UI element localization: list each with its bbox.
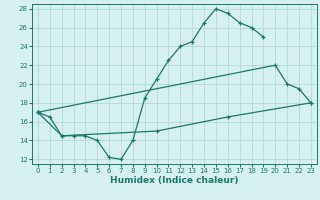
X-axis label: Humidex (Indice chaleur): Humidex (Indice chaleur) [110, 176, 239, 185]
